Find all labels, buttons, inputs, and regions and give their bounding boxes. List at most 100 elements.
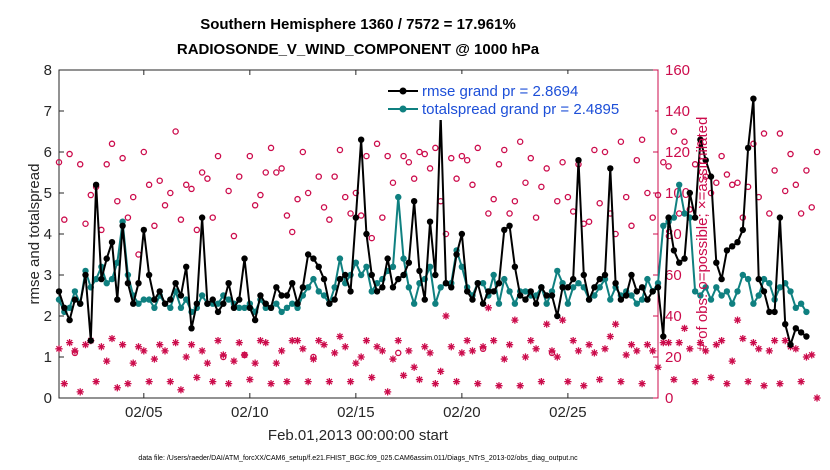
totalspread-point (490, 271, 497, 279)
assimilated-marker (240, 351, 249, 359)
assimilated-marker (278, 347, 286, 355)
totalspread-point (713, 284, 720, 291)
rmse-point (522, 296, 529, 303)
possible-marker (145, 181, 153, 189)
assimilated-marker (399, 371, 408, 380)
totalspread-point (787, 288, 794, 295)
possible-marker (251, 202, 259, 209)
totalspread-point (167, 304, 174, 311)
rmse-line (58, 97, 808, 346)
possible-marker (241, 351, 248, 359)
assimilated-marker (718, 337, 726, 345)
rmse-point (251, 316, 259, 324)
assimilated-marker (214, 337, 222, 345)
possible-marker (501, 146, 508, 154)
assimilated-marker (368, 373, 376, 382)
assimilated-marker (569, 337, 577, 345)
assimilated-marker (315, 337, 323, 345)
assimilated-marker (654, 363, 662, 371)
totalspread-point (522, 288, 529, 295)
totalspread-point (368, 288, 375, 295)
assimilated-marker (251, 359, 259, 367)
assimilated-marker (76, 388, 84, 396)
possible-marker (432, 144, 439, 152)
possible-marker (416, 148, 423, 156)
possible-marker (82, 220, 89, 227)
possible-marker (384, 152, 391, 160)
assimilated-marker (580, 382, 588, 390)
rmse-point (384, 255, 391, 262)
assimilated-marker (362, 337, 371, 345)
chart-title-line1: Southern Hemisphere 1360 / 7572 = 17.961… (200, 16, 516, 33)
rmse-point (644, 296, 651, 303)
possible-marker (273, 169, 280, 176)
rmse-point (633, 288, 640, 295)
possible-marker (458, 152, 466, 160)
rmse-point (665, 214, 672, 221)
possible-marker (87, 191, 95, 199)
assimilated-marker (60, 380, 68, 388)
assimilated-marker (415, 375, 424, 384)
rmse-point (707, 173, 715, 180)
rmse-point (718, 275, 725, 283)
assimilated-marker (484, 304, 492, 312)
totalspread-point (92, 275, 100, 283)
assimilated-marker (707, 373, 715, 382)
possible-marker (379, 214, 386, 221)
totalspread-point (723, 288, 731, 295)
right-tick-label: 80 (665, 226, 682, 243)
assimilated-marker (172, 339, 180, 347)
possible-marker (638, 136, 646, 143)
rmse-point (479, 300, 487, 307)
possible-marker (490, 195, 497, 203)
possible-marker (633, 156, 641, 164)
rmse-point (564, 284, 572, 291)
right-tick-label: 0 (665, 390, 673, 407)
totalspread-point (103, 280, 110, 287)
assimilated-marker (771, 337, 779, 345)
assimilated-marker (553, 353, 561, 361)
assimilated-marker (516, 382, 524, 390)
assimilated-marker (405, 347, 413, 355)
possible-marker (119, 154, 126, 162)
rmse-point (426, 218, 434, 225)
assimilated-marker (527, 337, 535, 345)
rmse-point (490, 288, 497, 295)
rmse-point (776, 214, 784, 221)
rmse-point (617, 296, 625, 303)
totalspread-point (739, 271, 747, 279)
totalspread-point (289, 300, 296, 307)
assimilated-marker (696, 339, 705, 347)
possible-marker (66, 150, 73, 158)
possible-marker (564, 193, 572, 201)
assimilated-marker (611, 320, 620, 328)
assimilated-marker (293, 337, 302, 345)
possible-marker (326, 216, 333, 223)
possible-marker (713, 179, 720, 186)
assimilated-marker (606, 332, 614, 341)
totalspread-point (410, 300, 418, 307)
assimilated-marker (288, 337, 296, 345)
possible-marker (760, 130, 768, 137)
possible-marker (347, 210, 354, 217)
assimilated-marker (267, 380, 275, 388)
assimilated-marker (601, 345, 609, 353)
assimilated-marker (442, 312, 450, 320)
rmse-point (368, 271, 375, 279)
rmse-point (681, 255, 688, 262)
rmse-point (98, 275, 105, 283)
left-tick-label: 7 (44, 103, 52, 120)
possible-marker (781, 187, 789, 195)
possible-marker (628, 222, 635, 230)
legend-rmse-label: rmse grand pr = 2.8694 (422, 83, 578, 100)
rmse-point (607, 165, 614, 172)
possible-marker (718, 152, 725, 160)
rmse-point (548, 292, 556, 299)
assimilated-marker (670, 375, 678, 384)
totalspread-point (320, 292, 328, 299)
possible-marker (188, 185, 195, 193)
assimilated-marker (468, 347, 477, 355)
possible-marker (511, 197, 519, 205)
rmse-point (723, 247, 731, 254)
right-tick-label: 40 (665, 308, 682, 325)
